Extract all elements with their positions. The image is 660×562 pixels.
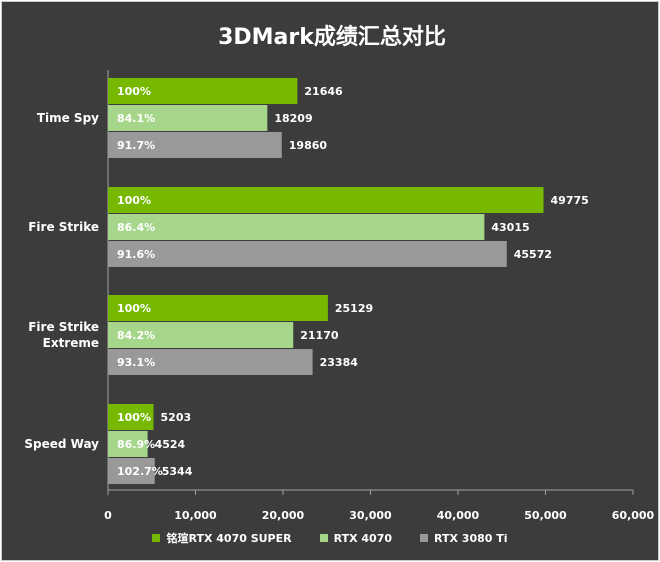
bar-value-label: 25129 — [335, 302, 373, 315]
bar-value-label: 18209 — [274, 112, 312, 125]
legend: 铭瑄RTX 4070 SUPER RTX 4070 RTX 3080 Ti — [2, 530, 658, 546]
legend-swatch — [152, 534, 161, 542]
bar-percent-label: 102.7% — [117, 465, 163, 478]
category-label: Fire Strike — [28, 220, 99, 234]
bar-value-label: 21646 — [304, 85, 343, 98]
bar-percent-label: 93.1% — [117, 356, 155, 369]
legend-label: 铭瑄RTX 4070 SUPER — [166, 532, 292, 545]
legend-swatch — [420, 534, 429, 542]
bar-value-label: 45572 — [514, 248, 552, 261]
legend-item: 铭瑄RTX 4070 SUPER — [152, 530, 292, 546]
bar — [108, 295, 328, 321]
x-tick-label: 20,000 — [262, 509, 305, 522]
bar-percent-label: 84.2% — [117, 329, 155, 342]
bar — [108, 187, 544, 213]
legend-item: RTX 3080 Ti — [420, 530, 508, 546]
x-tick-label: 0 — [104, 509, 112, 522]
bar-percent-label: 100% — [117, 85, 151, 98]
plot-area: 0 10,000 20,000 30,000 40,000 50,000 60,000 Tim… — [24, 70, 655, 522]
bar-percent-label: 100% — [117, 411, 151, 424]
bar — [108, 431, 148, 457]
x-tick-label: 10,000 — [174, 509, 217, 522]
category-label: Time Spy — [37, 111, 99, 125]
bar-value-label: 23384 — [320, 356, 359, 369]
bar — [108, 458, 155, 484]
bar-value-label: 43015 — [491, 221, 529, 234]
x-tick-label: 40,000 — [437, 509, 480, 522]
legend-swatch — [319, 534, 328, 542]
bar — [108, 349, 313, 375]
bar-value-label: 19860 — [289, 139, 328, 152]
bar-percent-label: 91.6% — [117, 248, 155, 261]
category-label: Extreme — [43, 336, 99, 350]
legend-item: RTX 4070 — [319, 530, 393, 546]
x-tick-label: 50,000 — [524, 509, 567, 522]
bar — [108, 241, 507, 267]
bar — [108, 132, 282, 158]
bar-percent-label: 86.4% — [117, 221, 155, 234]
bar — [108, 322, 294, 348]
bar — [108, 78, 298, 104]
chart-title: 3DMark成绩汇总对比 — [218, 24, 446, 50]
bar-percent-label: 100% — [117, 302, 151, 315]
bar — [108, 105, 268, 131]
legend-label: RTX 4070 — [333, 531, 393, 545]
legend-label: RTX 3080 Ti — [434, 531, 508, 545]
bar-value-label: 4524 — [155, 438, 186, 451]
category-label: Speed Way — [24, 437, 99, 451]
bar-value-label: 5203 — [161, 411, 192, 424]
x-tick-label: 30,000 — [349, 509, 392, 522]
bar-percent-label: 100% — [117, 194, 151, 207]
bar — [108, 404, 154, 430]
bar — [108, 214, 485, 240]
bar-value-label: 49775 — [551, 194, 589, 207]
category-label: Fire Strike — [28, 320, 99, 334]
x-tick-label: 60,000 — [612, 509, 655, 522]
bar-percent-label: 84.1% — [117, 112, 155, 125]
bar-percent-label: 86.9% — [117, 438, 155, 451]
bar-value-label: 21170 — [300, 329, 339, 342]
bar-value-label: 5344 — [162, 465, 193, 478]
bar-percent-label: 91.7% — [117, 139, 155, 152]
